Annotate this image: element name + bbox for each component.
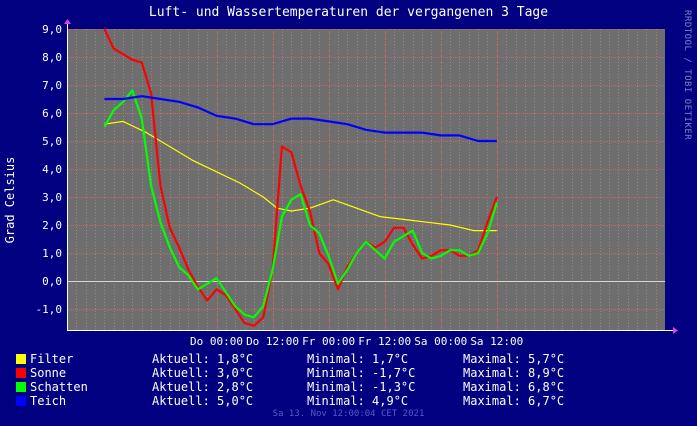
legend-maximum: Maximal: 6,7°C xyxy=(463,394,565,408)
x-tick-label: Fr 00:00 xyxy=(302,335,355,348)
y-tick-label: -1,0 xyxy=(36,303,63,316)
legend-minimum: Minimal: 4,9°C xyxy=(307,394,409,408)
legend-swatch-teich xyxy=(16,396,26,406)
x-tick-label: Fr 12:00 xyxy=(358,335,411,348)
series-line-filter xyxy=(104,120,497,232)
y-tick-label: 5,0 xyxy=(42,135,62,148)
x-tick-label: Do 00:00 xyxy=(190,335,243,348)
legend-name: Schatten xyxy=(30,380,88,394)
legend-current: Aktuell: 2,8°C xyxy=(152,380,254,394)
legend-current: Aktuell: 5,0°C xyxy=(152,394,254,408)
y-tick-label: 9,0 xyxy=(42,23,62,36)
y-tick-label: 0,0 xyxy=(42,275,62,288)
y-axis-arrow xyxy=(64,19,71,24)
series-line-sonne xyxy=(103,28,498,327)
chart-title: Luft- und Wassertemperaturen der vergang… xyxy=(148,5,549,20)
x-tick-label: Do 12:00 xyxy=(246,335,299,348)
y-tick-label: 2,0 xyxy=(42,219,62,232)
legend-swatch-filter xyxy=(16,354,26,364)
rrdtool-credit: RRDTOOL / TOBI OETIKER xyxy=(682,10,692,141)
legend-name: Sonne xyxy=(30,366,67,380)
y-tick-label: 4,0 xyxy=(42,163,62,176)
legend-minimum: Minimal: -1,3°C xyxy=(307,380,416,394)
legend-minimum: Minimal: 1,7°C xyxy=(307,352,409,366)
legend-swatch-sonne xyxy=(16,368,26,378)
legend-minimum: Minimal: -1,7°C xyxy=(307,366,416,380)
y-tick-label: 6,0 xyxy=(42,107,62,120)
series-line-teich xyxy=(104,95,497,143)
x-tick-label: Sa 12:00 xyxy=(470,335,523,348)
legend-maximum: Maximal: 8,9°C xyxy=(463,366,565,380)
legend-name: Filter xyxy=(30,352,74,366)
y-tick-label: 1,0 xyxy=(42,247,62,260)
legend-maximum: Maximal: 6,8°C xyxy=(463,380,565,394)
series-line-schatten xyxy=(103,89,498,319)
legend-current: Aktuell: 3,0°C xyxy=(152,366,254,380)
legend-name: Teich xyxy=(30,394,67,408)
y-tick-label: 3,0 xyxy=(42,191,62,204)
y-tick-label: 8,0 xyxy=(42,51,62,64)
legend-maximum: Maximal: 5,7°C xyxy=(463,352,565,366)
x-axis-arrow xyxy=(673,327,678,334)
y-tick-label: 7,0 xyxy=(42,79,62,92)
legend-swatch-schatten xyxy=(16,382,26,392)
x-tick-label: Sa 00:00 xyxy=(414,335,467,348)
legend-current: Aktuell: 1,8°C xyxy=(152,352,254,366)
timestamp-footer: Sa 13. Nov 12:00:04 CET 2021 xyxy=(272,409,425,419)
